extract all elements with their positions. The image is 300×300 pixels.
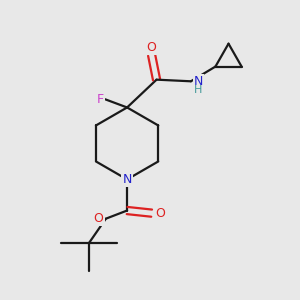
Text: H: H (194, 85, 202, 95)
Text: N: N (122, 173, 132, 186)
Text: N: N (194, 75, 203, 88)
Text: O: O (147, 41, 157, 54)
Text: O: O (94, 212, 103, 225)
Text: O: O (155, 207, 165, 220)
Text: F: F (97, 93, 104, 106)
